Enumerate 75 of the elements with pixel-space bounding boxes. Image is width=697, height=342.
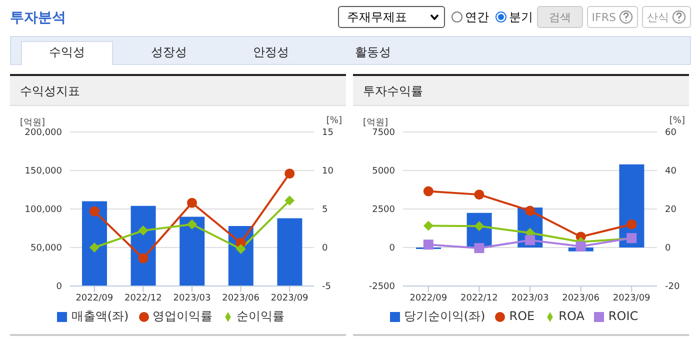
- chart-title: 투자수익률: [353, 74, 689, 106]
- point: [525, 206, 535, 216]
- legend-label: 당기순이익(좌): [404, 309, 486, 323]
- text: 활동성: [354, 44, 392, 61]
- y-tick-label: 150,000: [24, 166, 62, 177]
- y2-tick-label: 0: [322, 244, 328, 254]
- y-tick-label: 100,000: [24, 205, 62, 216]
- point: [525, 235, 535, 246]
- text: IFRS: [586, 6, 638, 28]
- point: [236, 244, 246, 254]
- chart-title: 수익성지표: [10, 74, 346, 106]
- bar: [277, 218, 302, 286]
- point: [187, 219, 197, 230]
- y-tick-label: 0: [389, 244, 396, 254]
- y-tick-label: 7500: [372, 128, 396, 138]
- point: [626, 219, 637, 230]
- legend-label: 순이익률: [236, 309, 285, 323]
- y2-axis-title: [%]: [669, 116, 685, 126]
- y2-tick-label: 40: [665, 166, 677, 177]
- y2-axis-title: [%]: [326, 116, 342, 126]
- y-tick-label: 50,000: [30, 244, 62, 254]
- legend-label: ROIC: [608, 309, 638, 323]
- text: 주재무제표: [346, 8, 407, 26]
- text: 산식: [642, 6, 691, 28]
- legend-label: 매출액(좌): [71, 309, 129, 323]
- y-axis-title: [억원]: [363, 117, 388, 128]
- text: 수익성: [21, 41, 113, 65]
- x-tick-label: 2022/12: [460, 293, 498, 304]
- legend-label: ROA: [558, 309, 584, 323]
- text: 투자분석: [10, 9, 66, 27]
- y2-tick-label: 10: [322, 166, 334, 177]
- legend-label: ROE: [509, 309, 535, 323]
- y-axis-title: [억원]: [20, 117, 46, 128]
- y-tick-label: 5000: [372, 166, 396, 177]
- x-tick-label: 2023/06: [562, 293, 600, 304]
- text: 안정성: [252, 44, 290, 61]
- point: [284, 168, 295, 179]
- point: [187, 198, 197, 208]
- y-tick-label: -2500: [368, 282, 396, 292]
- point: [423, 220, 434, 231]
- bar: [180, 216, 205, 286]
- point: [89, 242, 100, 252]
- y2-tick-label: 20: [665, 205, 677, 216]
- x-tick-label: 2023/06: [222, 293, 260, 304]
- point: [423, 186, 434, 196]
- y2-tick-label: 0: [665, 244, 671, 254]
- point: [474, 190, 484, 200]
- y2-tick-label: -20: [665, 282, 680, 292]
- y2-tick-label: 5: [322, 205, 328, 216]
- point: [138, 253, 148, 264]
- x-tick-label: 2023/09: [270, 293, 309, 304]
- y-tick-label: 2500: [372, 205, 396, 216]
- x-tick-label: 2022/09: [410, 293, 448, 304]
- text: 성장성: [150, 44, 188, 61]
- x-tick-label: 2023/03: [173, 293, 211, 304]
- bar: [82, 201, 107, 286]
- text: 분기: [508, 8, 533, 26]
- point: [138, 226, 148, 236]
- point: [474, 243, 484, 254]
- x-tick-label: 2022/12: [124, 293, 162, 304]
- text: 검색: [536, 6, 583, 28]
- y2-tick-label: 60: [665, 128, 677, 138]
- y-tick-label: 200,000: [24, 128, 62, 138]
- point: [284, 196, 295, 206]
- y2-tick-label: -5: [322, 282, 331, 292]
- y2-tick-label: 15: [322, 128, 334, 138]
- x-tick-label: 2022/09: [76, 293, 114, 304]
- point: [89, 206, 100, 216]
- point: [423, 240, 434, 250]
- x-tick-label: 2023/03: [511, 293, 549, 304]
- point: [576, 241, 586, 252]
- text: 연간: [464, 8, 489, 26]
- legend-label: 영업이익률: [152, 309, 213, 323]
- y-tick-label: 0: [56, 282, 62, 292]
- x-tick-label: 2023/09: [612, 293, 651, 304]
